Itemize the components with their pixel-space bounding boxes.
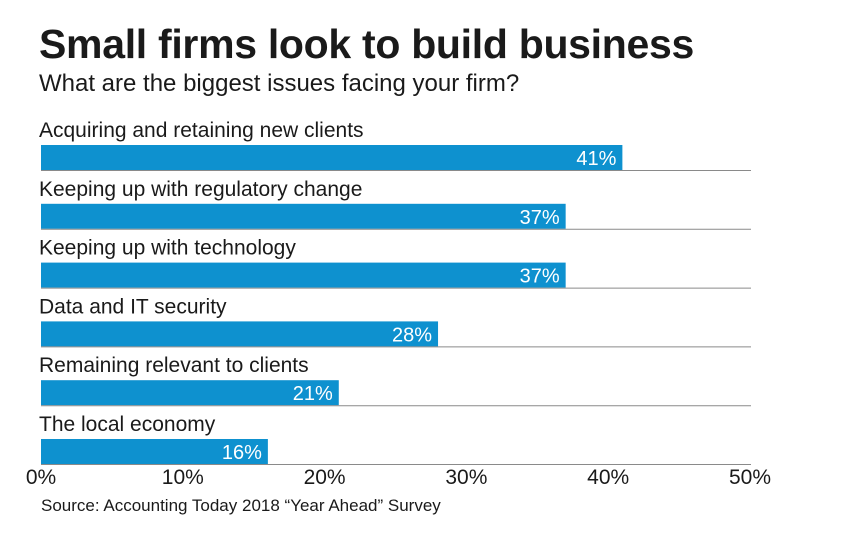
value-label: 37% [520,266,560,288]
category-label: Keeping up with technology [39,237,296,260]
bar [41,380,339,406]
x-tick-label: 30% [445,466,487,489]
bar-row: The local economy 16% [39,413,751,465]
value-label: 41% [576,148,616,170]
bar [41,203,566,229]
value-label: 37% [520,207,560,229]
category-label: Keeping up with regulatory change [39,178,362,201]
bar-row: Keeping up with technology 37% [39,237,751,289]
x-tick-label: 40% [587,466,629,489]
x-tick-label: 20% [304,466,346,489]
value-label: 28% [392,324,432,346]
category-label: The local economy [39,413,216,436]
chart-subtitle: What are the biggest issues facing your … [39,70,520,97]
bar [41,262,566,288]
bar [41,321,439,347]
value-label: 16% [222,442,262,464]
chart-source: Source: Accounting Today 2018 “Year Ahea… [41,496,441,515]
chart-title: Small firms look to build business [39,21,695,67]
x-tick-label: 10% [162,466,204,489]
bar-row: Remaining relevant to clients 21% [39,354,751,407]
bar-row: Keeping up with regulatory change 37% [39,178,751,230]
x-tick-label: 0% [26,466,56,489]
chart-rows: Acquiring and retaining new clients 41% Ke… [39,119,751,465]
bar [41,145,623,170]
bar-row: Acquiring and retaining new clients 41% [39,119,751,171]
category-label: Data and IT security [39,295,227,318]
x-tick-label: 50% [729,466,771,489]
bar [41,439,268,464]
bar-row: Data and IT security 28% [39,295,751,348]
category-label: Acquiring and retaining new clients [39,119,364,142]
x-axis-ticks: 0% 10% 20% 30% 40% 50% [26,466,771,489]
category-label: Remaining relevant to clients [39,354,309,377]
value-label: 21% [293,383,333,405]
